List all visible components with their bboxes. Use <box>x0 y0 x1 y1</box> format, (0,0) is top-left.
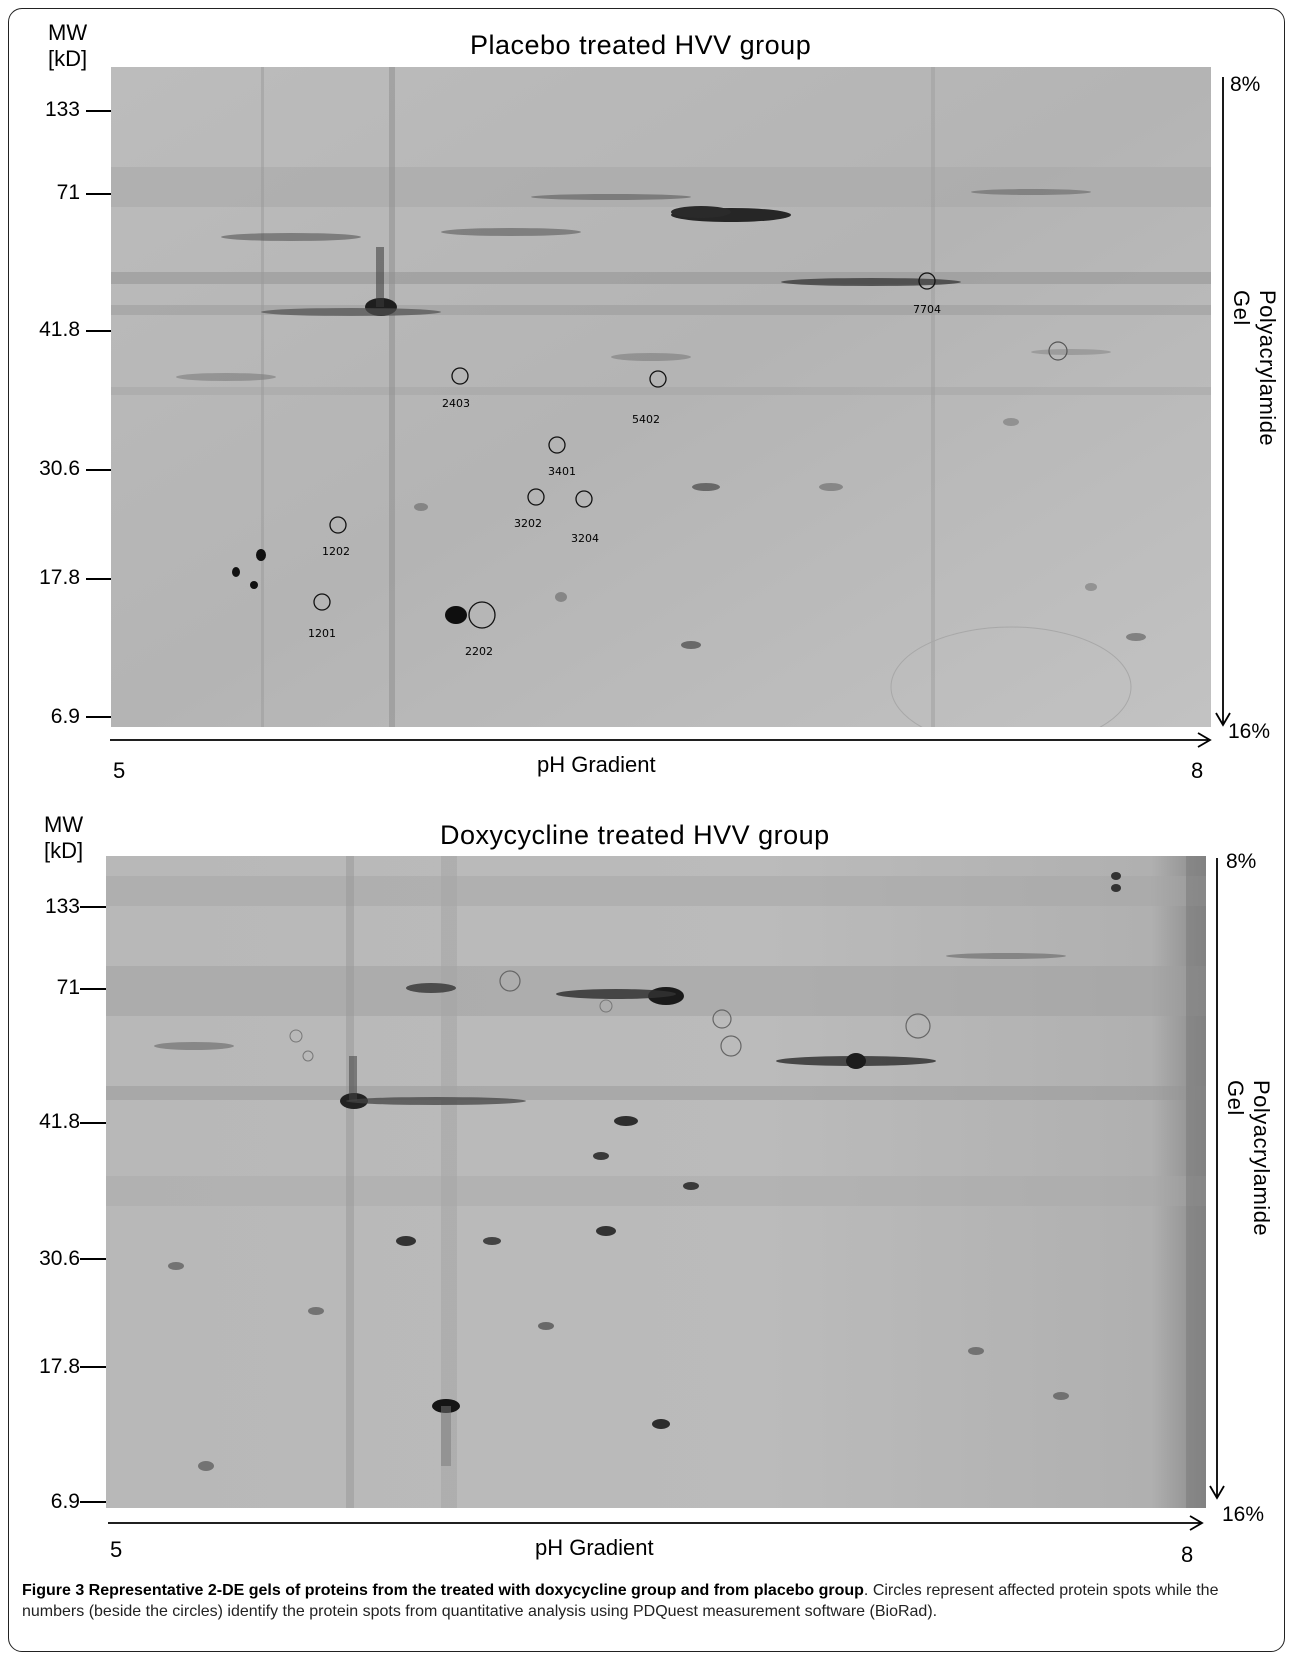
ph-end-label: 8 <box>1181 1542 1194 1567</box>
spot-circle-3202 <box>527 488 545 506</box>
mw-tick-label: 6.9 <box>50 1490 80 1513</box>
gradient-top-label: 8% <box>1226 850 1257 873</box>
mw-tick-label: 41.8 <box>39 1110 80 1133</box>
mw-axis-label: MW [kD] <box>44 812 83 864</box>
mw-tick <box>80 988 106 990</box>
spot-circle-2403 <box>451 367 469 385</box>
caption-text: . Circles represent affected protein spo… <box>22 1582 1219 1620</box>
polyacrylamide-gel-label: Polyacrylamide Gel <box>1223 1080 1274 1237</box>
gradient-top-label: 8% <box>1230 73 1261 96</box>
ph-start-label: 5 <box>110 1537 123 1562</box>
mw-tick <box>86 578 112 580</box>
mw-tick-label: 71 <box>56 181 80 204</box>
gel-gradient-arrow <box>1215 77 1231 727</box>
caption-title: Figure 3 Representative 2-DE gels of pro… <box>22 1582 864 1599</box>
ph-gradient-arrow <box>110 732 1212 748</box>
mw-tick <box>86 330 112 332</box>
ph-end-label: 8 <box>1191 758 1204 783</box>
gradient-bottom-label: 16% <box>1228 720 1271 743</box>
gel-image-placebo <box>111 67 1211 727</box>
ph-gradient-arrow <box>108 1515 1204 1531</box>
mw-tick <box>86 716 112 718</box>
mw-tick-label: 133 <box>44 98 80 121</box>
mw-tick-label: 71 <box>56 976 80 999</box>
ph-gradient-label: pH Gradient <box>535 1535 654 1560</box>
mw-tick <box>86 110 112 112</box>
kd-label: [kD] <box>48 46 88 71</box>
mw-tick <box>80 906 106 908</box>
mw-tick-label: 133 <box>44 895 80 918</box>
spot-circle-1202 <box>329 516 347 534</box>
figure-frame <box>8 8 1285 1652</box>
mw-tick <box>80 1258 106 1260</box>
mw-tick-label: 6.9 <box>50 705 80 728</box>
mw-tick <box>80 1501 106 1503</box>
kd-label: [kD] <box>44 838 84 863</box>
mw-tick <box>86 193 112 195</box>
mw-tick-label: 17.8 <box>39 566 80 589</box>
spot-circles <box>313 272 936 629</box>
figure-caption: Figure 3 Representative 2-DE gels of pro… <box>22 1580 1274 1622</box>
panel-title: Placebo treated HVV group <box>470 30 812 60</box>
mw-tick-label: 30.6 <box>39 457 80 480</box>
spot-circle-3401 <box>548 436 566 454</box>
panel-title: Doxycycline treated HVV group <box>440 820 830 850</box>
mw-axis-label: MW [kD] <box>48 20 87 72</box>
gradient-bottom-label: 16% <box>1222 1503 1265 1526</box>
spot-label: 7704 <box>913 303 941 316</box>
spot-circle-7704 <box>918 272 936 290</box>
mw-tick-label: 41.8 <box>39 318 80 341</box>
spot-circle-3204 <box>575 490 593 508</box>
polyacrylamide-gel-label: Polyacrylamide Gel <box>1229 290 1280 447</box>
ph-gradient-label: pH Gradient <box>537 752 656 777</box>
spot-label: 2403 <box>442 397 470 410</box>
spot-label: 3401 <box>548 465 576 478</box>
gel-image-doxycycline <box>106 856 1206 1508</box>
ph-start-label: 5 <box>113 758 126 783</box>
mw-label: MW <box>44 812 84 837</box>
mw-tick-label: 17.8 <box>39 1355 80 1378</box>
spot-label: 5402 <box>632 413 660 426</box>
spot-label: 3204 <box>571 532 599 545</box>
gel-gradient-arrow <box>1209 858 1225 1500</box>
spot-label: 3202 <box>514 517 542 530</box>
mw-label: MW <box>48 20 88 45</box>
mw-tick <box>80 1122 106 1124</box>
spot-label: 1202 <box>322 545 350 558</box>
mw-tick <box>80 1366 106 1368</box>
spot-label: 1201 <box>308 627 336 640</box>
spot-circle-2202 <box>468 601 496 629</box>
spot-circle-1201 <box>313 593 331 611</box>
spot-label: 2202 <box>465 645 493 658</box>
spot-circle-5402 <box>649 370 667 388</box>
mw-tick-label: 30.6 <box>39 1247 80 1270</box>
mw-tick <box>86 469 112 471</box>
